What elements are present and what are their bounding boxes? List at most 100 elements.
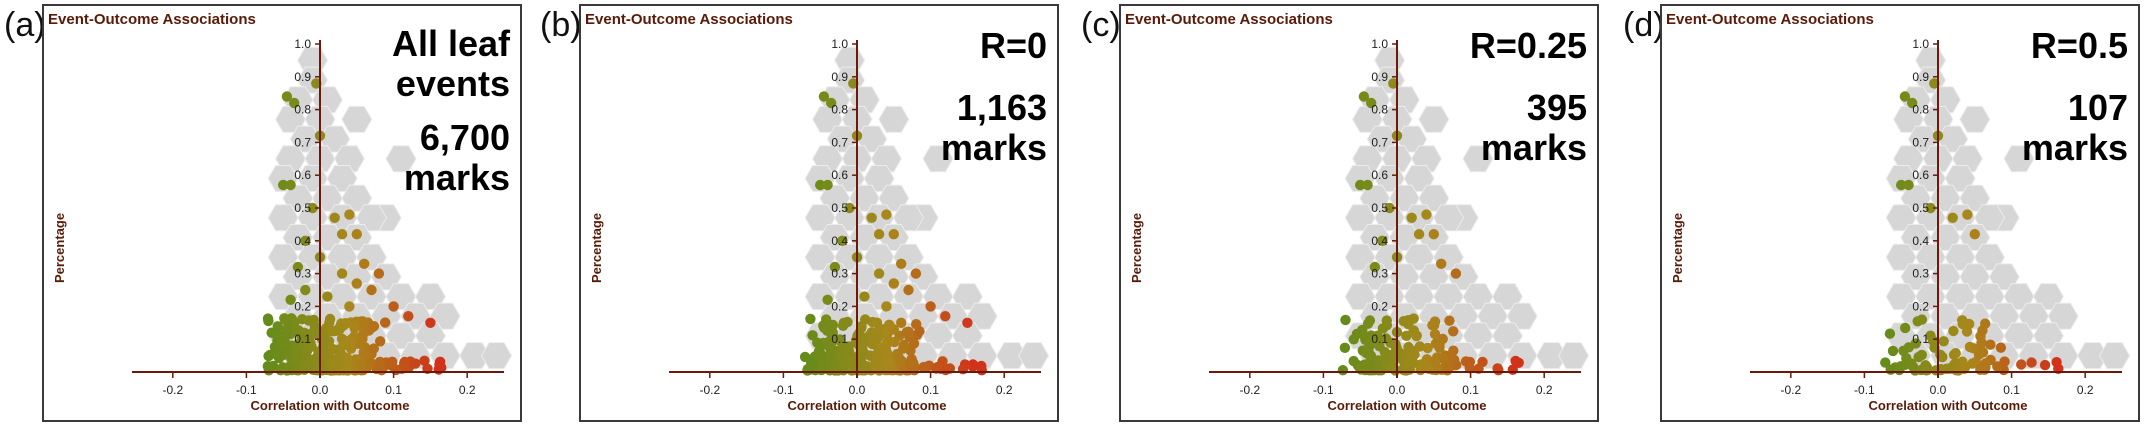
hex-bin — [1018, 342, 1050, 370]
data-point — [807, 330, 818, 341]
data-point — [830, 365, 841, 376]
x-axis-label: Correlation with Outcome — [251, 398, 410, 413]
x-tick-label: 0.1 — [2003, 383, 2020, 397]
data-point — [1899, 91, 1911, 102]
y-tick-label: 0.7 — [831, 135, 848, 149]
data-point — [1976, 337, 1987, 348]
hex-bin — [2003, 145, 2035, 173]
data-point — [336, 268, 348, 279]
dot-layer — [262, 78, 447, 376]
data-point — [1429, 319, 1440, 331]
data-point — [285, 294, 296, 305]
data-point — [368, 321, 380, 332]
y-tick-label: 0.3 — [831, 267, 848, 281]
data-point — [263, 315, 274, 327]
hex-bin — [2099, 342, 2131, 370]
x-tick-label: -0.2 — [1239, 383, 1260, 397]
data-point — [914, 326, 925, 337]
x-tick-label: 0.0 — [1389, 383, 1406, 397]
data-point — [388, 301, 399, 312]
y-tick-label: 1.0 — [831, 37, 848, 51]
hex-bin — [481, 342, 513, 370]
data-point — [303, 359, 315, 371]
data-point — [351, 278, 362, 289]
data-point — [882, 356, 894, 368]
data-point — [296, 333, 307, 345]
data-point — [1937, 351, 1948, 363]
chart-title: Event-Outcome Associations — [1666, 11, 1874, 28]
chart-panel: Event-Outcome Associations -0.2 -0.1 0.0 0.1… — [42, 4, 522, 422]
data-point — [410, 358, 421, 369]
data-point — [896, 258, 907, 269]
y-tick-label: 0.2 — [1371, 299, 1388, 313]
hex-bin — [2077, 342, 2109, 370]
annotation-text: R=0.5 — [2031, 25, 2128, 66]
data-point — [1978, 360, 1990, 372]
data-point — [1429, 356, 1441, 367]
x-tick-label: -0.2 — [162, 383, 183, 397]
y-tick-label: 0.4 — [1371, 234, 1388, 248]
data-point — [1429, 328, 1441, 340]
data-point — [1995, 342, 2007, 353]
x-tick-label: -0.2 — [1780, 383, 1801, 397]
y-tick-label: 0.1 — [1912, 332, 1929, 346]
y-tick-label: 0.3 — [1371, 267, 1388, 281]
hex-bin — [1418, 105, 1450, 133]
data-point — [1388, 78, 1399, 89]
data-point — [282, 364, 293, 376]
data-point — [1362, 318, 1374, 329]
data-point — [1884, 328, 1896, 339]
data-point — [1434, 339, 1445, 350]
data-point — [292, 261, 304, 273]
data-point — [318, 331, 330, 342]
dot-layer — [1337, 78, 1524, 376]
y-tick-label: 0.1 — [831, 332, 848, 346]
data-point — [859, 291, 870, 302]
annotation-text: marks — [1481, 127, 1587, 168]
data-point — [1907, 97, 1918, 109]
chart-title: Event-Outcome Associations — [1125, 11, 1333, 28]
data-point — [881, 347, 893, 359]
data-point — [1401, 330, 1412, 341]
chart-title: Event-Outcome Associations — [585, 11, 793, 28]
data-point — [1390, 339, 1401, 350]
data-point — [881, 301, 892, 312]
data-point — [358, 347, 369, 358]
y-tick-label: 0.7 — [1912, 135, 1929, 149]
data-point — [844, 202, 855, 214]
data-point — [1950, 348, 1961, 359]
data-point — [908, 338, 920, 349]
data-point — [940, 311, 951, 322]
data-point — [857, 341, 868, 352]
annotation-text: 395 — [1527, 87, 1587, 128]
y-tick-label: 0.1 — [1371, 332, 1388, 346]
y-tick-label: 1.0 — [1912, 37, 1929, 51]
annotation-text: 107 — [2068, 87, 2128, 128]
data-point — [1961, 326, 1973, 337]
data-point — [903, 284, 914, 296]
chart-svg: Event-Outcome Associations -0.2 -0.1 0.0 0.1… — [1125, 11, 1590, 413]
y-tick-label: 0.9 — [294, 70, 311, 84]
y-tick-label: 0.6 — [294, 168, 311, 182]
y-tick-label: 0.5 — [1912, 201, 1929, 215]
data-point — [1925, 330, 1936, 341]
data-point — [281, 91, 293, 102]
data-point — [289, 97, 300, 109]
data-point — [355, 360, 366, 371]
y-axis-label: Percentage — [1670, 213, 1685, 283]
data-point — [1957, 318, 1968, 330]
data-point — [336, 229, 348, 240]
annotation-text: R=0 — [980, 25, 1047, 66]
panel-letter: (a) — [4, 6, 46, 44]
data-point — [1369, 261, 1381, 273]
data-point — [280, 340, 292, 351]
x-tick-label: -0.1 — [1854, 383, 1875, 397]
y-tick-label: 0.5 — [294, 201, 311, 215]
data-point — [856, 323, 867, 334]
data-point — [1450, 268, 1462, 279]
data-point — [1348, 355, 1359, 367]
data-point — [1421, 209, 1432, 220]
data-point — [313, 346, 324, 357]
y-tick-label: 0.3 — [1912, 267, 1929, 281]
data-point — [815, 179, 826, 191]
